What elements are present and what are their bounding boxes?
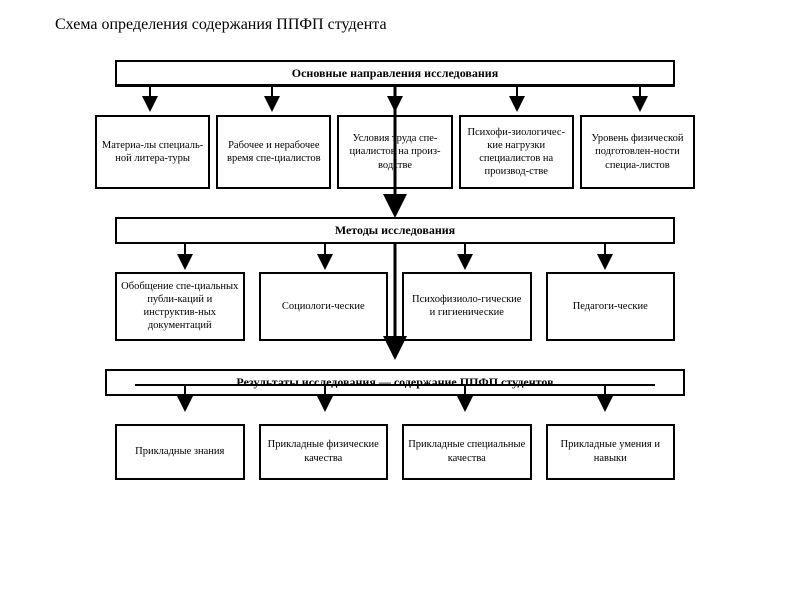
box-applied-skills: Прикладные умения и навыки xyxy=(546,424,676,480)
box-applied-physical: Прикладные физические качества xyxy=(259,424,389,480)
header-methods: Методы исследования xyxy=(115,217,675,244)
header-main-directions: Основные направления исследования xyxy=(115,60,675,87)
row-directions: Материа-лы специаль-ной литера-туры Рабо… xyxy=(95,115,695,189)
box-psychophys: Психофизиоло-гические и гигиенические xyxy=(402,272,532,341)
flowchart: Основные направления исследования Матери… xyxy=(95,60,695,480)
header-results: Результаты исследования — содержание ППФ… xyxy=(105,369,685,396)
page-title: Схема определения содержания ППФП студен… xyxy=(55,16,387,34)
box-applied-special: Прикладные специальные качества xyxy=(402,424,532,480)
box-worktime: Рабочее и нерабочее время спе-циалистов xyxy=(216,115,331,189)
box-conditions: Условия труда спе-циалистов на произ-вод… xyxy=(337,115,452,189)
row-methods: Обобщение спе-циальных публи-каций и инс… xyxy=(95,272,695,341)
box-sociological: Социологи-ческие xyxy=(259,272,389,341)
box-fitness: Уровень физической подготовлен-ности спе… xyxy=(580,115,695,189)
box-pedagogical: Педагоги-ческие xyxy=(546,272,676,341)
box-applied-knowledge: Прикладные знания xyxy=(115,424,245,480)
box-psycho-load: Психофи-зиологичес-кие нагрузки специали… xyxy=(459,115,574,189)
box-materials: Материа-лы специаль-ной литера-туры xyxy=(95,115,210,189)
box-generalization: Обобщение спе-циальных публи-каций и инс… xyxy=(115,272,245,341)
row-results: Прикладные знания Прикладные физические … xyxy=(95,424,695,480)
